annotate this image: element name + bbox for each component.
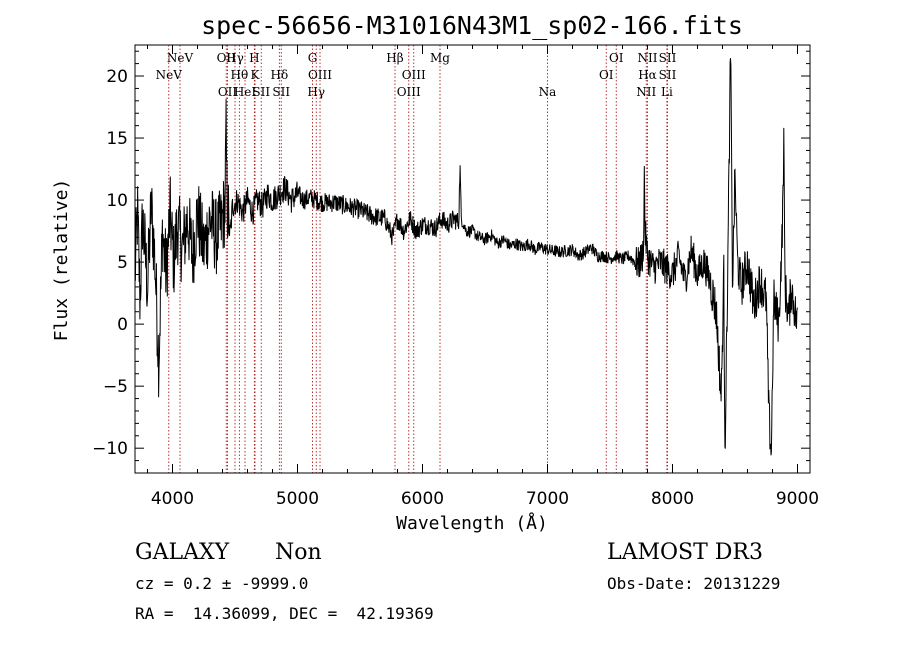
line-marker-label: NeV <box>156 68 183 82</box>
line-markers <box>168 45 668 473</box>
x-tick-label: 5000 <box>276 489 319 509</box>
x-axis-ticks: 4000 5000 6000 7000 8000 9000 <box>147 45 819 509</box>
x-axis-label: Wavelength (Å) <box>396 512 548 534</box>
line-marker-label: SII <box>659 51 677 65</box>
y-tick-label: 20 <box>106 67 128 87</box>
line-marker-label: Hα <box>638 68 657 82</box>
survey-name: LAMOST DR3 <box>607 540 763 565</box>
line-marker-label: Hγ <box>226 51 244 65</box>
line-marker-label: OIII <box>397 85 421 99</box>
line-marker-label: K <box>251 68 261 82</box>
y-tick-label: −5 <box>103 377 128 397</box>
y-tick-label: 15 <box>106 129 128 149</box>
line-marker-label: OIII <box>308 68 332 82</box>
spectrum-line <box>134 58 798 456</box>
redshift-readout: cz = 0.2 ± -9999.0 <box>135 574 308 593</box>
line-marker-label: G <box>308 51 318 65</box>
line-marker-label: H <box>249 51 259 65</box>
x-tick-label: 8000 <box>651 489 694 509</box>
y-tick-label: −10 <box>92 439 128 459</box>
y-axis-label: Flux (relative) <box>51 179 72 342</box>
y-tick-label: 0 <box>117 315 128 335</box>
observation-date: Obs-Date: 20131229 <box>607 574 780 593</box>
line-marker-label: Hδ <box>271 68 289 82</box>
line-marker-label: Hθ <box>231 68 249 82</box>
x-tick-label: 9000 <box>776 489 819 509</box>
y-tick-label: 5 <box>117 253 128 273</box>
line-marker-label: SII <box>659 68 677 82</box>
y-axis-ticks: −10 −5 0 5 10 15 20 <box>92 50 810 462</box>
line-marker-label: Na <box>539 85 557 99</box>
line-marker-label: NII <box>638 51 658 65</box>
object-class: GALAXY <box>135 540 230 565</box>
spectrum-series <box>134 58 798 456</box>
line-marker-label: OII <box>217 51 237 65</box>
line-marker-label: Hβ <box>386 51 403 65</box>
line-marker-label: OIII <box>402 68 426 82</box>
line-marker-label: OII <box>218 85 238 99</box>
line-marker-label: SII <box>252 85 270 99</box>
line-marker-label: OI <box>599 68 614 82</box>
x-tick-label: 7000 <box>526 489 569 509</box>
coordinates: RA = 14.36099, DEC = 42.19369 <box>135 604 434 623</box>
line-marker-label: SII <box>272 85 290 99</box>
object-subclass: Non <box>275 540 322 565</box>
line-marker-label: HeI <box>234 85 257 99</box>
chart-title: spec-56656-M31016N43M1_sp02-166.fits <box>201 11 743 40</box>
plot-frame <box>134 44 811 474</box>
x-tick-label: 6000 <box>401 489 444 509</box>
x-tick-label: 4000 <box>151 489 194 509</box>
line-marker-label: Mg <box>430 51 450 65</box>
line-marker-label: OI <box>609 51 624 65</box>
line-marker-label: NeV <box>167 51 194 65</box>
y-tick-label: 10 <box>106 191 128 211</box>
line-marker-label: Li <box>661 85 673 99</box>
line-marker-label: NII <box>636 85 656 99</box>
line-marker-label: Hγ <box>307 85 325 99</box>
